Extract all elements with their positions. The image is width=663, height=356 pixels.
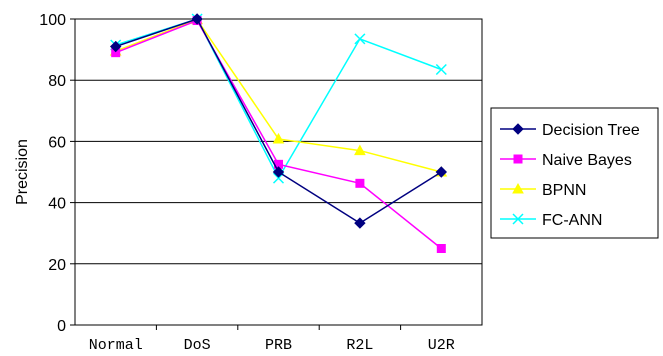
data-point	[191, 13, 203, 25]
x-axis: Normal DoS PRB R2L U2R	[89, 325, 455, 354]
y-tick-label: 100	[39, 12, 66, 29]
legend-label: Decision Tree	[542, 122, 640, 139]
x-tick-label: R2L	[346, 337, 373, 354]
legend: Decision Tree Naive Bayes BPNN FC-ANN	[490, 107, 659, 239]
series-line	[115, 18, 442, 180]
y-tick-label: 0	[57, 318, 66, 335]
series-line	[115, 18, 442, 224]
data-point-stroke	[435, 63, 447, 76]
legend-item: Naive Bayes	[500, 152, 632, 169]
y-axis: 0 20 40 60 80 100	[39, 12, 75, 335]
y-axis-title: Precision	[14, 139, 31, 205]
series-2	[109, 13, 448, 177]
x-tick-label: Normal	[89, 337, 143, 354]
data-point	[513, 154, 523, 164]
data-point	[354, 144, 366, 156]
data-point	[354, 217, 366, 229]
y-tick-label: 60	[48, 134, 66, 151]
series-0	[109, 13, 448, 229]
data-point	[512, 213, 524, 225]
y-tick-label: 20	[48, 257, 66, 274]
legend-label: Naive Bayes	[542, 152, 632, 169]
data-point	[272, 132, 285, 144]
data-point	[436, 244, 446, 253]
data-point	[355, 178, 365, 188]
data-point	[512, 182, 524, 194]
grid-lines	[74, 18, 483, 326]
data-point	[435, 166, 448, 178]
x-tick-label: U2R	[428, 337, 455, 354]
plot-border	[74, 18, 483, 326]
data-point	[435, 63, 447, 76]
series-group	[109, 13, 448, 253]
data-point	[109, 40, 122, 53]
legend-label: FC-ANN	[542, 212, 602, 229]
data-point	[272, 166, 285, 178]
legend-item: BPNN	[500, 182, 586, 199]
data-point	[512, 123, 524, 135]
legend-item: Decision Tree	[500, 122, 640, 139]
legend-item: FC-ANN	[500, 212, 602, 229]
series-3	[110, 13, 447, 184]
x-tick-label: PRB	[265, 337, 292, 354]
data-point	[354, 33, 366, 45]
y-tick-label: 40	[48, 196, 66, 213]
legend-label: BPNN	[542, 182, 586, 199]
x-tick-label: DoS	[184, 337, 211, 354]
data-point-stroke	[354, 33, 366, 45]
y-tick-label: 80	[48, 73, 66, 90]
data-point-stroke	[512, 213, 524, 225]
series-line	[115, 18, 442, 173]
